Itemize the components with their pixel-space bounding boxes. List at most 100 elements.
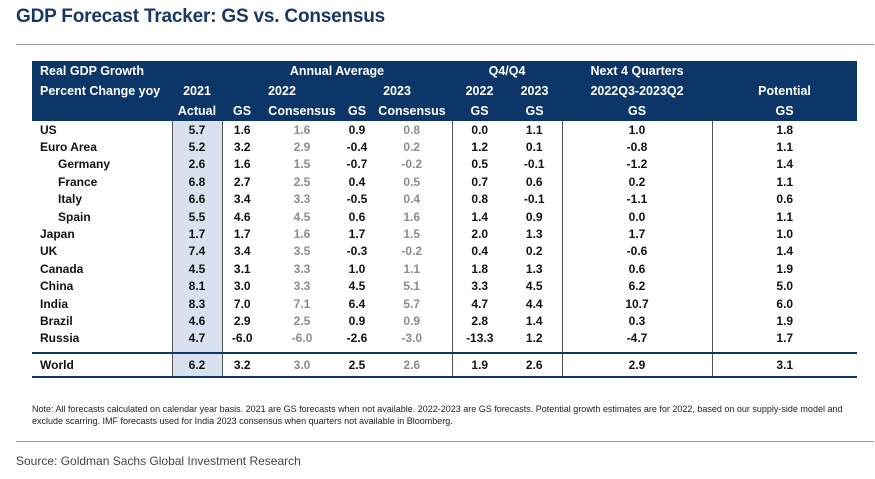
cell-con23: 2.6 <box>372 352 452 379</box>
cell-gs23: 1.7 <box>348 227 366 242</box>
cell-con22: 3.3 <box>293 192 311 207</box>
cell-a21: 5.2 <box>171 138 222 156</box>
cell-a21: 6.2 <box>171 352 222 379</box>
cell-country: China <box>40 279 74 294</box>
cell-q23: 0.9 <box>525 209 543 224</box>
cell-gs23: -0.3 <box>346 244 368 259</box>
cell-q22: 1.2 <box>451 138 507 156</box>
table-row: UK 7.4 3.4 3.5 -0.3 -0.2 0.4 0.2 -0.6 1.4 <box>32 242 858 261</box>
cell-gs23: -2.6 <box>346 331 368 346</box>
cell-q23: -0.1 <box>523 192 545 207</box>
header-annual-average: Annual Average <box>222 61 452 81</box>
cell-gs22: 3.1 <box>221 260 262 278</box>
cell-con23: 0.5 <box>403 174 421 189</box>
cell-con22: 7.1 <box>293 296 311 311</box>
header-percent-change: Percent Change yoy <box>32 81 172 101</box>
cell-gs22: 2.7 <box>221 173 262 191</box>
cell-pot: 1.1 <box>711 173 858 191</box>
cell-country: India <box>40 296 69 311</box>
cell-a21: 7.4 <box>171 242 222 261</box>
cell-country: France <box>58 174 98 189</box>
cell-q23: 4.5 <box>525 279 543 294</box>
cell-gs22: 4.6 <box>221 207 262 226</box>
cell-con22: 4.5 <box>293 209 311 224</box>
cell-country: UK <box>40 244 58 259</box>
cell-gs23: 2.5 <box>342 352 372 379</box>
cell-gs23: 0.4 <box>348 174 366 189</box>
cell-gs23: 0.9 <box>348 122 366 137</box>
cell-con22: 1.6 <box>293 122 311 137</box>
cell-pot: 1.4 <box>711 155 858 174</box>
cell-gs22: 3.0 <box>221 277 262 295</box>
cell-n4q: 0.0 <box>561 207 713 226</box>
world-row: World 6.2 3.2 3.0 2.5 2.6 1.9 2.6 2.9 3.1 <box>32 352 858 379</box>
header-potential: Potential <box>712 81 858 101</box>
cell-n4q: -4.7 <box>561 329 713 348</box>
cell-country: Spain <box>58 209 91 224</box>
cell-con23: -0.2 <box>401 157 423 172</box>
table-row: Canada 4.5 3.1 3.3 1.0 1.1 1.8 1.3 0.6 1.9 <box>32 260 858 278</box>
cell-gs22: 2.9 <box>221 312 262 330</box>
cell-con23: 0.9 <box>403 313 421 328</box>
cell-con23: 0.8 <box>403 122 421 137</box>
cell-gs22: 3.2 <box>221 138 262 156</box>
header-next-4-quarters: Next 4 Quarters <box>562 61 713 81</box>
table-row: Japan 1.7 1.7 1.6 1.7 1.5 2.0 1.3 1.7 1.0 <box>32 225 858 243</box>
table-row: Brazil 4.6 2.9 2.5 0.9 0.9 2.8 1.4 0.3 1.9 <box>32 312 858 330</box>
cell-a21: 4.5 <box>171 260 222 278</box>
cell-gs22: 3.4 <box>221 190 262 208</box>
cell-a21: 1.7 <box>171 225 222 243</box>
cell-pot: 1.1 <box>711 207 858 226</box>
cell-con22: 1.6 <box>293 227 311 242</box>
page-title: GDP Forecast Tracker: GS vs. Consensus <box>16 6 386 27</box>
cell-q22: 1.9 <box>451 352 507 379</box>
cell-pot: 6.0 <box>711 294 858 313</box>
cell-con23: -3.0 <box>401 331 423 346</box>
header-gs-q4-2023: GS <box>507 101 563 121</box>
gdp-table-container: Real GDP Growth Annual Average Q4/Q4 Nex… <box>32 61 858 379</box>
cell-gs23: 1.0 <box>348 261 366 276</box>
header-gs-next4q: GS <box>562 101 713 121</box>
cell-pot: 1.9 <box>711 312 858 330</box>
footnote: Note: All forecasts calculated on calend… <box>32 404 843 426</box>
source-line: Source: Goldman Sachs Global Investment … <box>16 454 301 468</box>
header-q4q4: Q4/Q4 <box>452 61 563 81</box>
cell-n4q: -1.1 <box>561 190 713 208</box>
cell-q22: 1.8 <box>451 260 507 278</box>
header-year-2021: 2021 <box>172 81 222 101</box>
cell-con22: 3.3 <box>293 279 311 294</box>
cell-n4q: -0.6 <box>561 242 713 261</box>
header-gs-2023: GS <box>342 101 372 121</box>
cell-q22: 2.0 <box>451 225 507 243</box>
cell-pot: 1.1 <box>711 138 858 156</box>
header-actual: Actual <box>172 101 222 121</box>
cell-country: Euro Area <box>40 140 97 155</box>
cell-q22: 0.7 <box>451 173 507 191</box>
cell-a21: 6.8 <box>171 173 222 191</box>
cell-country: World <box>32 352 172 379</box>
cell-q23: 2.6 <box>507 352 563 379</box>
cell-con22: 3.5 <box>293 244 311 259</box>
header-year-2023: 2023 <box>342 81 452 101</box>
cell-gs23: 0.6 <box>348 209 366 224</box>
cell-q23: 1.2 <box>525 331 543 346</box>
cell-con22: 2.5 <box>293 313 311 328</box>
cell-q22: 4.7 <box>451 294 507 313</box>
cell-gs22: 1.7 <box>221 225 262 243</box>
cell-gs23: 6.4 <box>348 296 366 311</box>
cell-gs23: -0.7 <box>346 157 368 172</box>
table-row: Russia 4.7 -6.0 -6.0 -2.6 -3.0 -13.3 1.2 -4.7 1.7 <box>32 329 858 348</box>
cell-con23: 5.7 <box>403 296 421 311</box>
table-row: Italy 6.6 3.4 3.3 -0.5 0.4 0.8 -0.1 -1.1 0.6 <box>32 190 858 208</box>
cell-a21: 8.3 <box>171 294 222 313</box>
cell-country: Germany <box>58 157 111 172</box>
cell-gs23: -0.4 <box>346 140 368 155</box>
cell-q22: 0.8 <box>451 190 507 208</box>
cell-con23: 1.5 <box>403 227 421 242</box>
cell-con22: 2.9 <box>293 140 311 155</box>
table-row: Euro Area 5.2 3.2 2.9 -0.4 0.2 1.2 0.1 -0.8 1.1 <box>32 138 858 156</box>
cell-gs23: -0.5 <box>346 192 368 207</box>
header-range: 2022Q3-2023Q2 <box>562 81 713 101</box>
header-gs-potential: GS <box>712 101 858 121</box>
cell-country: US <box>40 122 57 137</box>
